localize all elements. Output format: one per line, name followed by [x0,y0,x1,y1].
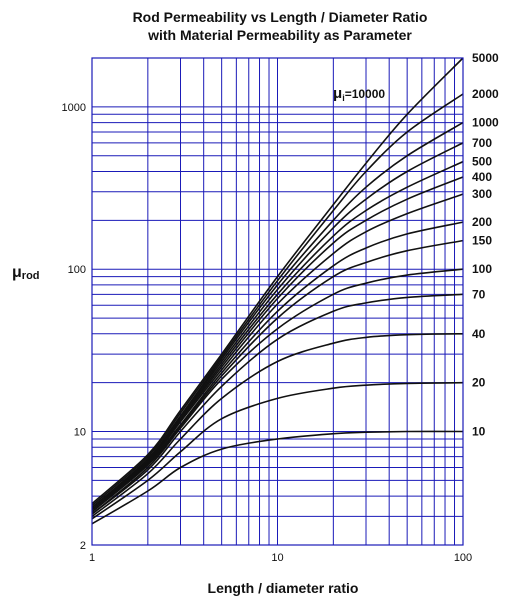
series-label-150: 150 [472,234,492,248]
series-label-40: 40 [472,327,486,341]
series-label-20: 20 [472,376,486,390]
series-label-300: 300 [472,187,492,201]
series-line-150 [91,239,464,513]
series-label-100: 100 [472,262,492,276]
y-tick-label: 1000 [62,102,86,114]
y-tick-labels: 2 10 100 1000 [62,102,86,552]
series-line-300 [91,193,464,511]
chart-title-line2: with Material Permeability as Parameter [147,27,412,43]
curve-annotation: μi=10000 [333,85,385,103]
x-axis-label: Length / diameter ratio [208,580,359,596]
series-line-100 [91,268,464,515]
y-axis-label-sub: rod [22,270,40,282]
series-label-5000: 5000 [472,51,499,65]
series-label-500: 500 [472,155,492,169]
series-line-10 [91,430,464,525]
series-line-40 [91,333,464,518]
y-tick-label: 100 [68,264,86,276]
series-line-2000 [91,93,464,507]
series-label-70: 70 [472,287,486,301]
series-label-10: 10 [472,425,486,439]
chart-title-line1: Rod Permeability vs Length / Diameter Ra… [133,9,428,25]
series-line-5000 [91,57,464,505]
annotation-sub: i [342,93,345,103]
series-lines [91,57,464,525]
y-tick-label: 2 [80,540,86,552]
x-tick-label: 1 [89,552,95,564]
y-axis-label: μrod [12,264,40,282]
annotation-value: =10000 [345,87,386,101]
x-tick-labels: 1 10 100 [89,552,472,564]
series-label-400: 400 [472,170,492,184]
series-label-2000: 2000 [472,87,499,101]
plot-frame [91,57,464,546]
x-tick-label: 10 [271,552,283,564]
x-tick-label: 100 [454,552,472,564]
annotation-mu: μ [333,85,342,102]
series-label-1000: 1000 [472,116,499,130]
series-line-70 [91,293,464,515]
series-line-20 [91,381,464,520]
y-tick-label: 10 [74,427,86,439]
series-label-700: 700 [472,136,492,150]
series-label-200: 200 [472,215,492,229]
y-axis-label-main: μ [12,264,22,281]
